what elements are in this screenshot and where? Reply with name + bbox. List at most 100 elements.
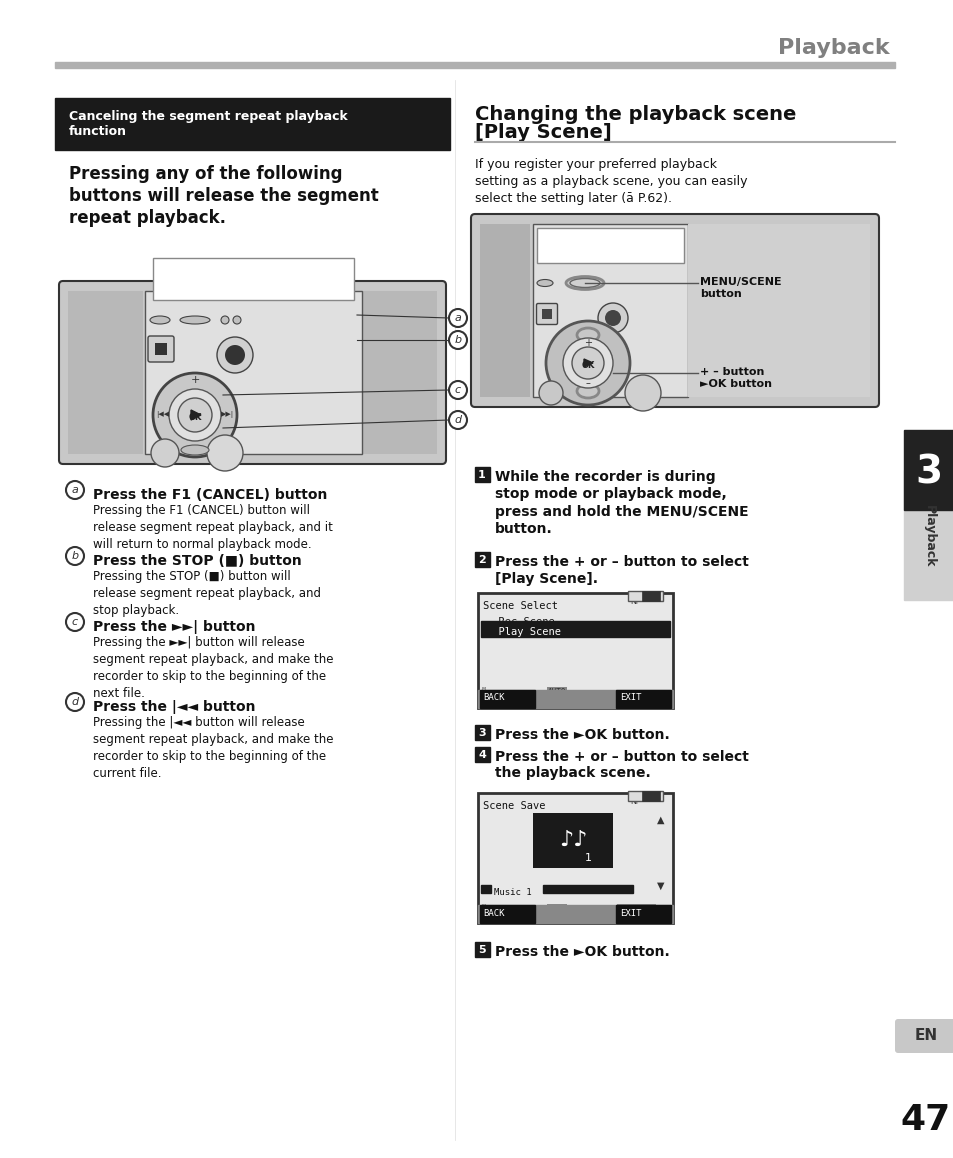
Circle shape: [449, 309, 467, 327]
Bar: [55, 98, 450, 151]
Bar: [68, 291, 143, 454]
Bar: [627, 791, 662, 801]
Text: OK: OK: [580, 360, 594, 369]
Text: Press the ►OK button.: Press the ►OK button.: [495, 728, 669, 742]
Text: Music 1: Music 1: [494, 888, 531, 897]
Circle shape: [545, 321, 629, 405]
Bar: [152, 258, 354, 300]
Text: a: a: [71, 485, 78, 494]
Bar: [477, 593, 672, 708]
Circle shape: [151, 439, 179, 467]
Ellipse shape: [569, 279, 599, 287]
Text: If you register your preferred playback
setting as a playback scene, you can eas: If you register your preferred playback …: [475, 157, 747, 205]
Bar: [361, 291, 436, 454]
Text: Press the STOP (■) button: Press the STOP (■) button: [92, 554, 301, 569]
Circle shape: [66, 547, 84, 565]
Text: Pressing the ►►| button will release
segment repeat playback, and make the
recor: Pressing the ►►| button will release seg…: [92, 636, 334, 699]
Text: +: +: [190, 375, 199, 384]
Text: +: +: [583, 338, 592, 349]
Text: Playback: Playback: [922, 505, 935, 567]
Circle shape: [604, 310, 620, 327]
Text: EN: EN: [914, 1028, 937, 1043]
Text: 5: 5: [477, 945, 485, 955]
Ellipse shape: [577, 328, 598, 342]
Text: EXIT: EXIT: [619, 909, 640, 917]
Text: c: c: [455, 384, 460, 395]
Bar: [475, 467, 490, 482]
Circle shape: [572, 347, 603, 379]
Circle shape: [449, 331, 467, 349]
Text: ►Music-1: ►Music-1: [618, 906, 655, 914]
Text: + – button
►OK button: + – button ►OK button: [700, 367, 771, 389]
Circle shape: [538, 381, 562, 405]
Text: 47: 47: [900, 1104, 950, 1137]
Text: b: b: [454, 335, 461, 345]
Bar: [475, 941, 490, 957]
Text: BACK: BACK: [482, 694, 504, 703]
Bar: [145, 291, 361, 454]
Bar: [541, 309, 552, 318]
Circle shape: [225, 345, 245, 365]
Bar: [154, 343, 167, 356]
Circle shape: [152, 373, 236, 457]
Text: d: d: [71, 697, 78, 708]
Circle shape: [449, 381, 467, 400]
Text: AUTO: AUTO: [547, 906, 566, 914]
Text: While the recorder is during
stop mode or playback mode,
press and hold the MENU: While the recorder is during stop mode o…: [495, 470, 748, 536]
Bar: [480, 885, 491, 893]
Bar: [641, 591, 659, 601]
Circle shape: [169, 389, 221, 441]
FancyBboxPatch shape: [59, 281, 446, 464]
Bar: [533, 813, 613, 868]
Text: 2: 2: [477, 555, 485, 565]
Bar: [903, 430, 953, 510]
Text: BACK: BACK: [482, 909, 504, 917]
Bar: [627, 591, 662, 601]
Text: Press the + or – button to select
the playback scene.: Press the + or – button to select the pl…: [495, 750, 748, 780]
Bar: [687, 223, 869, 397]
Text: 3: 3: [477, 728, 485, 738]
Circle shape: [216, 337, 253, 373]
Bar: [537, 228, 683, 263]
Text: Play Scene: Play Scene: [485, 626, 560, 637]
Bar: [475, 725, 490, 740]
Bar: [533, 223, 687, 397]
Circle shape: [562, 338, 613, 388]
Circle shape: [221, 316, 229, 324]
Bar: [616, 690, 670, 708]
Text: 1: 1: [584, 853, 591, 863]
Text: AUTO: AUTO: [547, 688, 566, 697]
Circle shape: [207, 435, 243, 471]
Bar: [480, 621, 669, 637]
Text: Ni: Ni: [629, 797, 638, 806]
Polygon shape: [583, 359, 593, 367]
Text: [Play Scene]: [Play Scene]: [475, 123, 611, 142]
Text: ▶▶|: ▶▶|: [221, 411, 234, 418]
Text: Press the + or – button to select
[Play Scene].: Press the + or – button to select [Play …: [495, 555, 748, 586]
Polygon shape: [191, 410, 201, 420]
Bar: [479, 223, 530, 397]
FancyBboxPatch shape: [148, 336, 173, 362]
Text: Ni: Ni: [629, 598, 638, 606]
Circle shape: [233, 316, 241, 324]
Circle shape: [624, 375, 660, 411]
Text: a: a: [454, 313, 461, 323]
Text: OK: OK: [188, 413, 201, 423]
Text: ♪♪: ♪♪: [558, 830, 587, 850]
Text: Pressing the |◄◄ button will release
segment repeat playback, and make the
recor: Pressing the |◄◄ button will release seg…: [92, 716, 334, 780]
Bar: [616, 906, 670, 923]
Bar: [477, 690, 672, 708]
FancyBboxPatch shape: [536, 303, 557, 324]
FancyBboxPatch shape: [471, 214, 878, 406]
Ellipse shape: [577, 384, 598, 398]
Text: Rec Scene: Rec Scene: [485, 617, 554, 626]
Text: 4: 4: [477, 750, 485, 760]
Text: Pressing the STOP (■) button will
release segment repeat playback, and
stop play: Pressing the STOP (■) button will releas…: [92, 570, 320, 617]
Text: ▼: ▼: [657, 881, 664, 891]
Text: Press the F1 (CANCEL) button: Press the F1 (CANCEL) button: [92, 488, 327, 503]
Text: Press the |◄◄ button: Press the |◄◄ button: [92, 699, 255, 714]
Text: Pressing the F1 (CANCEL) button will
release segment repeat playback, and it
wil: Pressing the F1 (CANCEL) button will rel…: [92, 504, 333, 551]
Text: 3: 3: [915, 453, 942, 491]
Text: Changing the playback scene: Changing the playback scene: [475, 105, 796, 124]
Circle shape: [66, 481, 84, 499]
